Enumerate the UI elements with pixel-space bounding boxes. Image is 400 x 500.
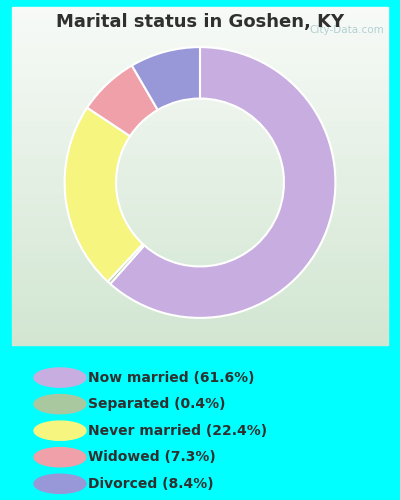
Text: Now married (61.6%): Now married (61.6%): [88, 370, 254, 384]
Bar: [12, 46, 388, 52]
Wedge shape: [108, 244, 144, 284]
Bar: [12, 24, 388, 30]
Bar: [12, 266, 388, 272]
Bar: [12, 58, 388, 64]
Text: Marital status in Goshen, KY: Marital status in Goshen, KY: [56, 12, 344, 30]
Bar: [12, 300, 388, 306]
Bar: [12, 120, 388, 126]
Circle shape: [34, 394, 86, 413]
Bar: [12, 74, 388, 80]
Bar: [12, 222, 388, 227]
Circle shape: [34, 368, 86, 387]
Bar: [12, 210, 388, 216]
Text: Separated (0.4%): Separated (0.4%): [88, 397, 226, 411]
Wedge shape: [87, 66, 158, 136]
Bar: [12, 182, 388, 188]
Bar: [12, 312, 388, 318]
Bar: [12, 64, 388, 69]
Wedge shape: [132, 47, 200, 110]
Text: Widowed (7.3%): Widowed (7.3%): [88, 450, 216, 464]
Bar: [12, 255, 388, 261]
Bar: [12, 318, 388, 323]
Bar: [12, 69, 388, 74]
Bar: [12, 12, 388, 18]
Text: Never married (22.4%): Never married (22.4%): [88, 424, 267, 438]
Bar: [12, 204, 388, 210]
Bar: [12, 80, 388, 86]
Bar: [12, 41, 388, 46]
Bar: [12, 334, 388, 340]
Bar: [12, 131, 388, 137]
Bar: [12, 216, 388, 222]
Bar: [12, 284, 388, 289]
Bar: [12, 250, 388, 255]
Bar: [12, 289, 388, 294]
Bar: [12, 232, 388, 238]
Text: Divorced (8.4%): Divorced (8.4%): [88, 477, 214, 491]
Bar: [12, 108, 388, 114]
Bar: [12, 306, 388, 312]
Bar: [12, 98, 388, 103]
Bar: [12, 340, 388, 345]
Bar: [12, 52, 388, 58]
Bar: [12, 30, 388, 36]
Bar: [12, 165, 388, 170]
Bar: [12, 199, 388, 204]
Bar: [12, 154, 388, 160]
Bar: [12, 244, 388, 250]
Circle shape: [34, 448, 86, 467]
Bar: [12, 18, 388, 24]
Bar: [12, 238, 388, 244]
Bar: [12, 176, 388, 182]
Bar: [12, 227, 388, 232]
Bar: [12, 126, 388, 131]
Bar: [12, 103, 388, 108]
Bar: [12, 170, 388, 176]
Bar: [12, 114, 388, 120]
Bar: [12, 148, 388, 154]
Bar: [12, 193, 388, 199]
Bar: [12, 272, 388, 278]
Circle shape: [34, 421, 86, 440]
Bar: [12, 278, 388, 283]
Bar: [12, 35, 388, 41]
Circle shape: [34, 474, 86, 494]
Bar: [12, 294, 388, 300]
Bar: [12, 323, 388, 328]
Bar: [12, 188, 388, 193]
Bar: [12, 7, 388, 12]
Bar: [12, 261, 388, 266]
Bar: [12, 160, 388, 165]
Bar: [12, 92, 388, 98]
Bar: [12, 328, 388, 334]
Bar: [12, 137, 388, 142]
Wedge shape: [110, 47, 336, 318]
Text: City-Data.com: City-Data.com: [309, 24, 384, 34]
Bar: [12, 142, 388, 148]
Bar: [12, 86, 388, 92]
Wedge shape: [64, 108, 143, 282]
